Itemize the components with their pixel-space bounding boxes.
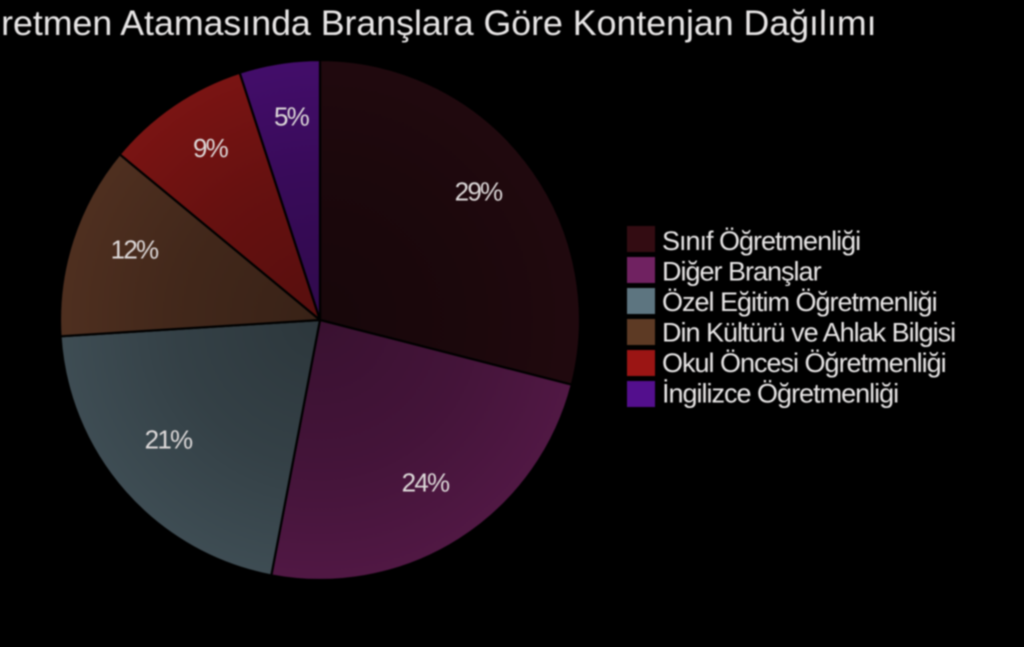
- svg-text:Öğretmen Atamasında Branşlara: Öğretmen Atamasında Branşlara Göre Konte…: [0, 4, 877, 43]
- svg-text:Diğer Branşlar: Diğer Branşlar: [662, 257, 822, 287]
- svg-text:24%: 24%: [402, 468, 450, 498]
- svg-text:5%: 5%: [274, 102, 310, 132]
- svg-text:29%: 29%: [455, 177, 503, 207]
- svg-text:12%: 12%: [111, 235, 159, 265]
- svg-text:Özel Eğitim Öğretmenliği: Özel Eğitim Öğretmenliği: [662, 287, 937, 317]
- svg-text:İngilizce Öğretmenliği: İngilizce Öğretmenliği: [662, 378, 898, 409]
- svg-text:Din Kültürü ve Ahlak Bilgisi: Din Kültürü ve Ahlak Bilgisi: [662, 318, 955, 348]
- svg-text:Okul Öncesi Öğretmenliği: Okul Öncesi Öğretmenliği: [662, 348, 946, 378]
- svg-text:Sınıf Öğretmenliği: Sınıf Öğretmenliği: [662, 226, 860, 256]
- svg-text:21%: 21%: [145, 425, 193, 455]
- svg-text:9%: 9%: [193, 133, 229, 163]
